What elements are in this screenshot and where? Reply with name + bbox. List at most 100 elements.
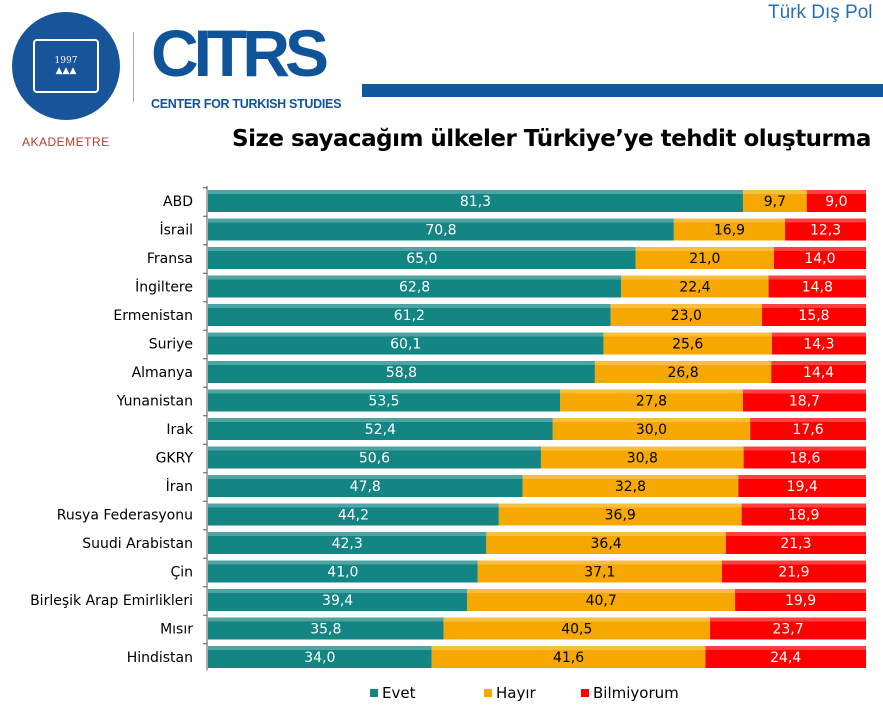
bar-evet: [208, 617, 444, 640]
bar-highlight: [208, 446, 541, 451]
bar-highlight: [208, 646, 432, 650]
bar-highlight: [208, 361, 595, 365]
bar-bilmiyorum: [773, 247, 866, 269]
citrs-subtitle: CENTER FOR TURKISH STUDIES: [151, 97, 342, 111]
legend-swatch-evet: [370, 689, 378, 697]
legend-evet: Evet: [370, 684, 415, 702]
bar-highlight: [621, 275, 769, 280]
bar-bilmiyorum: [725, 532, 866, 554]
bar-hayır: [477, 560, 722, 583]
data-label: 14,0: [804, 251, 835, 267]
data-label: 65,0: [406, 251, 437, 267]
bar-bilmiyorum: [743, 446, 866, 469]
bar-highlight: [742, 190, 807, 194]
akademetre-logo: AKADEMETRE: [22, 135, 110, 149]
bar-highlight: [208, 389, 561, 394]
bar-bilmiyorum: [705, 646, 866, 668]
data-label: 36,9: [605, 508, 636, 524]
data-label: 61,2: [394, 308, 425, 324]
bar-hayır: [594, 361, 772, 383]
bar-highlight: [742, 389, 866, 394]
bar-hayır: [560, 389, 743, 412]
bar-highlight: [673, 218, 786, 223]
bar-highlight: [208, 589, 468, 593]
bar-evet: [208, 218, 674, 241]
data-label: 62,8: [399, 280, 430, 296]
data-label: 42,3: [332, 536, 363, 552]
data-label: 39,4: [322, 593, 353, 609]
bar-highlight: [208, 190, 743, 194]
bar-highlight: [208, 503, 499, 508]
divider: [133, 32, 134, 102]
bar-evet: [208, 418, 553, 440]
legend-label: Evet: [382, 684, 416, 702]
data-label: 15,8: [798, 308, 829, 324]
bar-hayır: [443, 617, 711, 640]
category-label: Suudi Arabistan: [82, 536, 193, 552]
legend-label: Bilmiyorum: [593, 684, 679, 702]
bar-highlight: [603, 332, 772, 337]
bar-bilmiyorum: [762, 304, 866, 326]
bar-highlight: [750, 418, 866, 422]
data-label: 18,9: [788, 508, 819, 524]
bar-highlight: [610, 304, 763, 308]
bar-highlight: [208, 304, 611, 308]
bar-highlight: [785, 218, 866, 223]
legend-label: Hayır: [496, 684, 536, 702]
bar-highlight: [540, 446, 744, 451]
bar-bilmiyorum: [785, 218, 866, 241]
data-label: 14,8: [802, 280, 833, 296]
bar-highlight: [208, 532, 487, 536]
bar-highlight: [431, 646, 706, 650]
bar-highlight: [467, 589, 736, 593]
category-label: ABD: [163, 194, 193, 210]
header-title: Türk Dış Pol: [768, 2, 873, 23]
bar-bilmiyorum: [710, 617, 866, 640]
kadir-has-seal-logo: 1997 ▲▲▲: [12, 12, 120, 120]
bar-highlight: [443, 617, 711, 622]
bar-highlight: [762, 304, 866, 308]
header-rule: [362, 84, 883, 97]
bar-evet: [208, 560, 478, 583]
bar-evet: [208, 503, 499, 526]
data-label: 53,5: [368, 394, 399, 410]
data-label: 26,8: [667, 365, 698, 381]
data-label: 9,7: [764, 194, 786, 210]
data-label: 12,3: [810, 223, 841, 239]
bar-bilmiyorum: [771, 332, 866, 355]
category-label: Suriye: [149, 337, 193, 353]
data-label: 17,6: [793, 422, 824, 438]
bar-hayır: [467, 589, 736, 611]
data-label: 18,6: [789, 451, 820, 467]
data-label: 23,7: [772, 622, 803, 638]
bar-hayır: [610, 304, 763, 326]
bar-evet: [208, 446, 541, 469]
data-label: 40,5: [561, 622, 592, 638]
bar-evet: [208, 646, 432, 668]
stacked-bar-chart: ABD 81,3 9,7 9,0 İsrail 70,8 16,9 12,3 Fransa 65,…: [30, 186, 866, 671]
bar-highlight: [560, 389, 743, 394]
bar-hayır: [621, 275, 769, 298]
bar-highlight: [741, 503, 866, 508]
data-label: 14,4: [803, 365, 834, 381]
bar-hayır: [552, 418, 751, 440]
data-label: 30,0: [636, 422, 667, 438]
data-label: 16,9: [714, 223, 745, 239]
data-label: 58,8: [386, 365, 417, 381]
bar-hayır: [486, 532, 726, 554]
bar-highlight: [635, 247, 774, 251]
data-label: 37,1: [584, 565, 615, 581]
data-label: 32,8: [615, 479, 646, 495]
bar-hayır: [522, 475, 739, 497]
category-label: Almanya: [132, 365, 193, 381]
data-label: 60,1: [390, 337, 421, 353]
bar-evet: [208, 389, 561, 412]
bar-bilmiyorum: [771, 361, 866, 383]
category-label: Irak: [166, 422, 193, 438]
bar-highlight: [768, 275, 866, 280]
bar-highlight: [594, 361, 772, 365]
bar-bilmiyorum: [768, 275, 866, 298]
bar-bilmiyorum: [742, 389, 866, 412]
data-label: 70,8: [425, 223, 456, 239]
legend-swatch-hayir: [484, 689, 492, 697]
